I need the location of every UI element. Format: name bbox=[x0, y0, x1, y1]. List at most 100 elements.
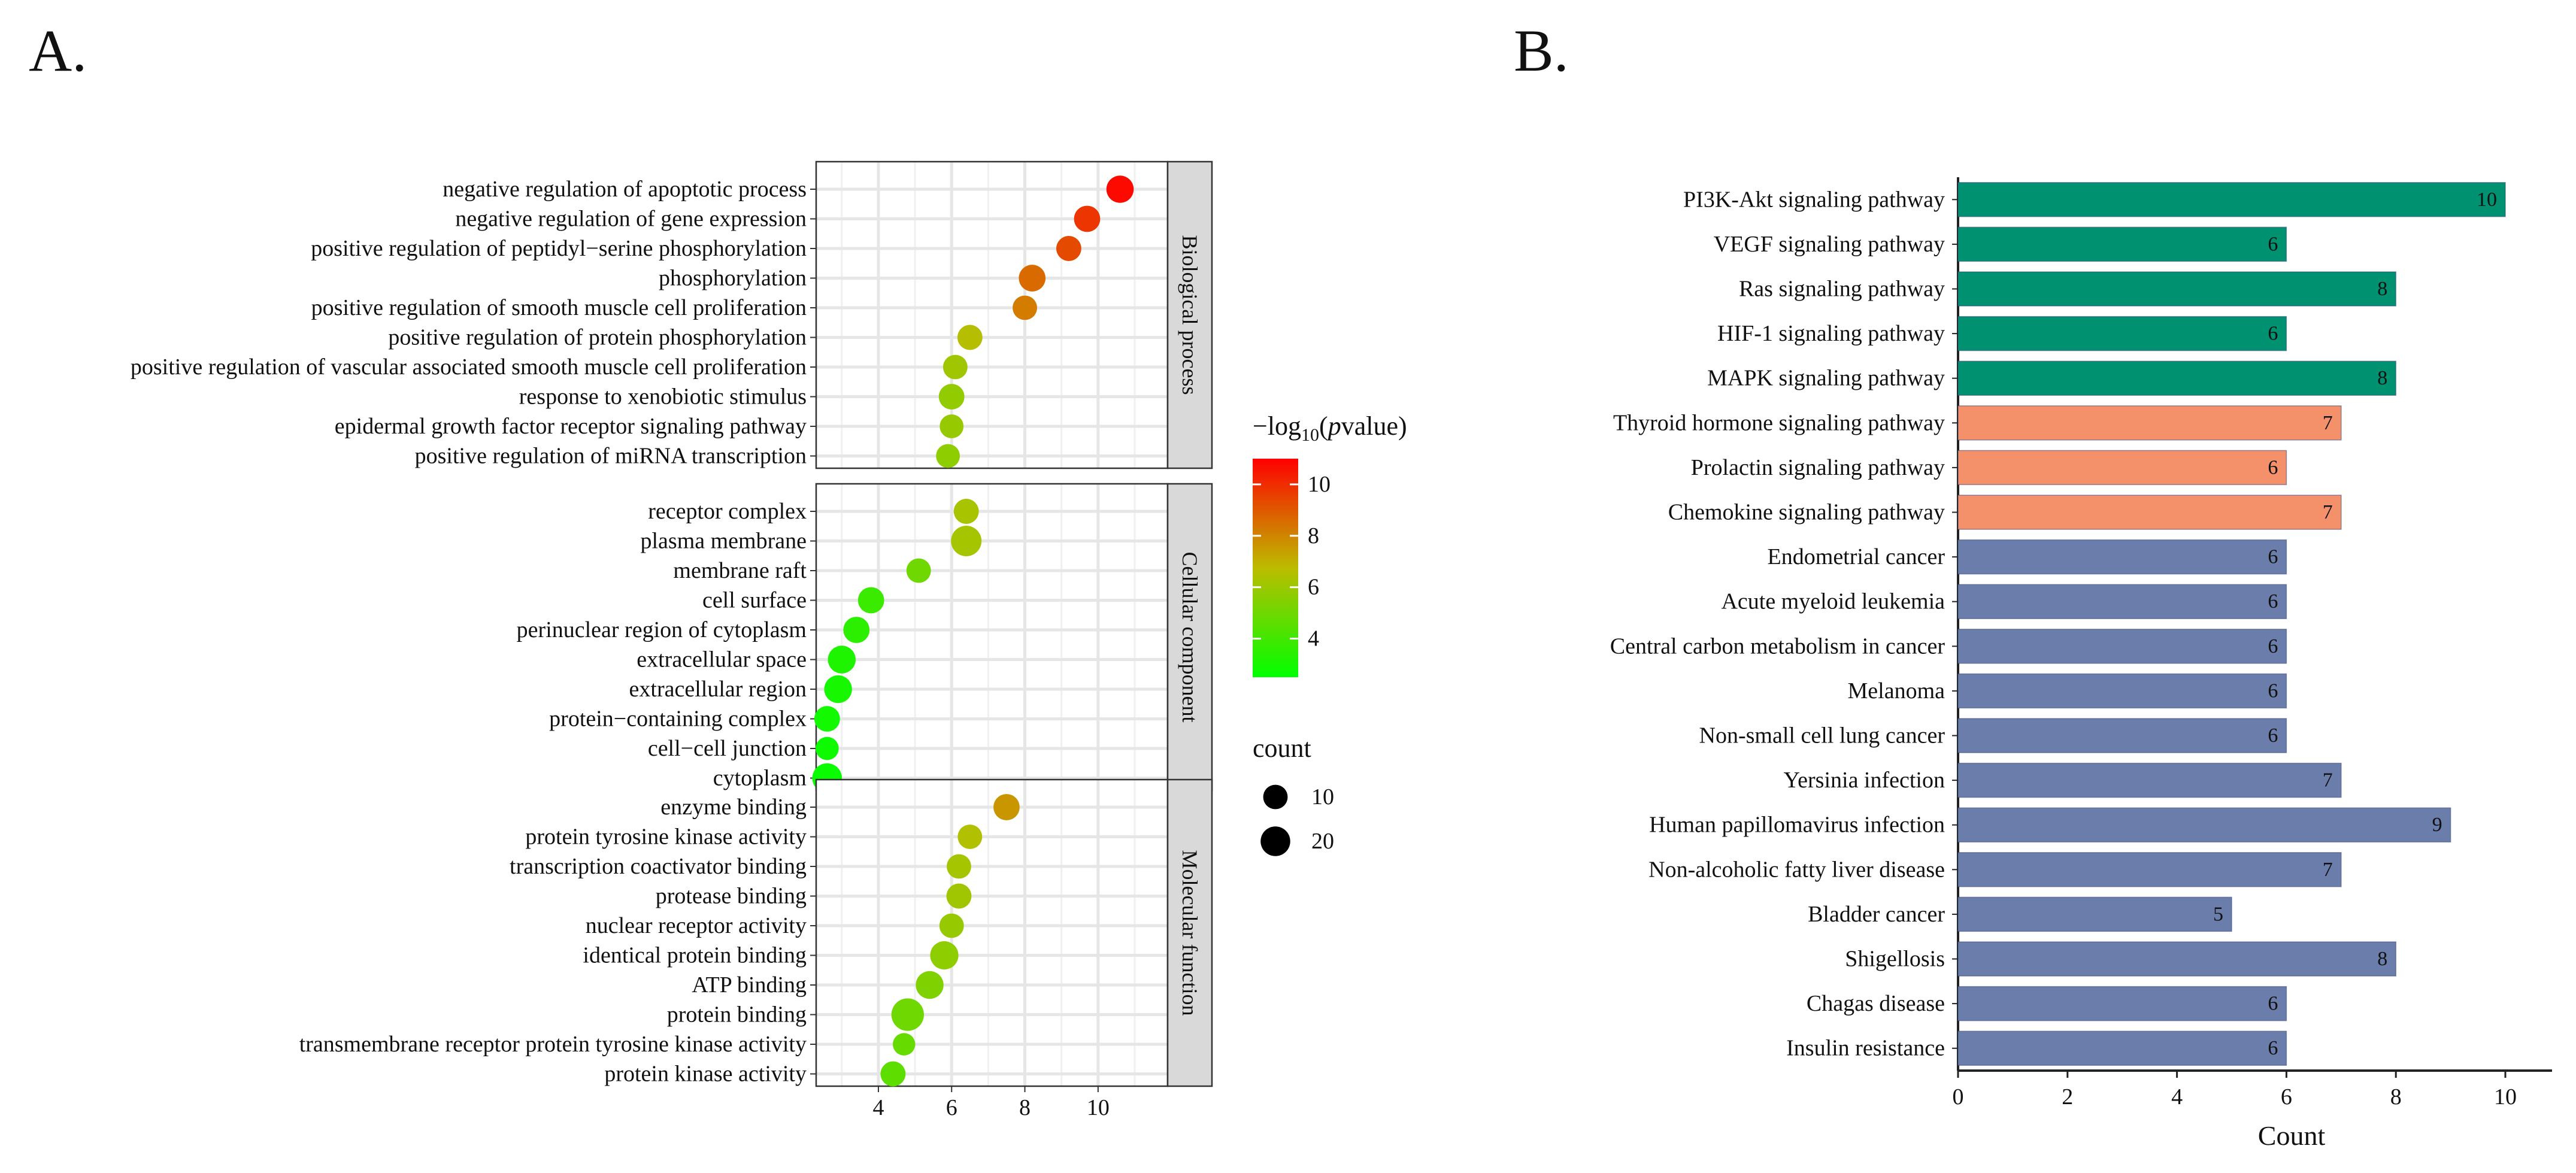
term-label: cytoplasm bbox=[713, 766, 807, 791]
size-legend-title: count bbox=[1253, 733, 1311, 763]
data-point bbox=[893, 1033, 916, 1056]
bar bbox=[1957, 718, 2287, 753]
color-legend-tick-label: 10 bbox=[1308, 472, 1331, 497]
term-label: positive regulation of smooth muscle cel… bbox=[311, 295, 807, 320]
term-label: positive regulation of protein phosphory… bbox=[388, 325, 807, 350]
data-point bbox=[1013, 295, 1037, 320]
bar-category-label: Bladder cancer bbox=[1808, 902, 1945, 927]
bar bbox=[1957, 807, 2451, 842]
bar-category-label: Chagas disease bbox=[1807, 991, 1945, 1016]
facet-panel-background bbox=[816, 483, 1168, 791]
bar-value-label: 8 bbox=[2377, 948, 2387, 970]
bar-category-label: Central carbon metabolism in cancer bbox=[1610, 634, 1945, 659]
bar-category-label: Yersinia infection bbox=[1784, 768, 1945, 793]
term-label: response to xenobiotic stimulus bbox=[519, 384, 807, 410]
bar-value-label: 7 bbox=[2323, 859, 2333, 881]
bar-category-label: Endometrial cancer bbox=[1768, 544, 1945, 569]
data-point bbox=[824, 675, 852, 704]
term-label: extracellular space bbox=[637, 647, 807, 672]
x-tick-label: 6 bbox=[2281, 1084, 2292, 1110]
data-point bbox=[816, 736, 839, 760]
bar-value-label: 6 bbox=[2268, 725, 2278, 747]
bar bbox=[1957, 405, 2342, 441]
data-point bbox=[947, 854, 971, 879]
term-label: membrane raft bbox=[673, 558, 807, 583]
facet-panel-background bbox=[816, 161, 1168, 469]
term-label: epidermal growth factor receptor signali… bbox=[335, 414, 807, 439]
term-label: negative regulation of apoptotic process bbox=[443, 177, 807, 202]
size-legend-label: 20 bbox=[1311, 829, 1334, 854]
bar bbox=[1957, 852, 2342, 887]
data-point bbox=[939, 913, 964, 938]
data-point bbox=[938, 384, 965, 410]
panel-label-a: A. bbox=[29, 17, 87, 84]
size-legend-key bbox=[1263, 784, 1288, 810]
x-tick-label: 8 bbox=[1019, 1095, 1031, 1120]
bar-value-label: 6 bbox=[2268, 546, 2278, 568]
bar-value-label: 7 bbox=[2323, 412, 2333, 434]
data-point bbox=[946, 883, 972, 909]
bar bbox=[1957, 941, 2396, 977]
bar-category-label: Non-alcoholic fatty liver disease bbox=[1648, 857, 1945, 882]
x-tick-label: 8 bbox=[2390, 1084, 2402, 1110]
bar bbox=[1957, 629, 2287, 664]
bar-category-label: Non-small cell lung cancer bbox=[1699, 723, 1945, 748]
legend-title-subscript: 10 bbox=[1301, 425, 1319, 445]
color-legend-tick-label: 6 bbox=[1308, 575, 1319, 600]
bar-value-label: 6 bbox=[2268, 590, 2278, 613]
bar bbox=[1957, 584, 2287, 619]
term-label: plasma membrane bbox=[640, 529, 807, 554]
x-tick-label: 0 bbox=[1953, 1084, 1964, 1110]
bar-value-label: 7 bbox=[2323, 501, 2333, 523]
facet-strip bbox=[1166, 160, 1213, 469]
color-legend-tick-label: 4 bbox=[1308, 626, 1319, 651]
bar-value-label: 7 bbox=[2323, 769, 2333, 792]
data-point bbox=[916, 971, 944, 999]
term-label: extracellular region bbox=[629, 677, 807, 702]
bar-category-label: HIF-1 signaling pathway bbox=[1717, 321, 1945, 346]
term-label: cell−cell junction bbox=[648, 736, 807, 761]
term-label: transmembrane receptor protein tyrosine … bbox=[299, 1032, 807, 1057]
panel-label-b: B. bbox=[1514, 17, 1569, 84]
bar-category-label: MAPK signaling pathway bbox=[1707, 366, 1945, 391]
term-label: protein tyrosine kinase activity bbox=[525, 825, 807, 850]
facet-strip-label: Cellular component bbox=[1178, 552, 1202, 723]
term-label: protein kinase activity bbox=[604, 1062, 807, 1087]
x-tick-label: 6 bbox=[946, 1095, 957, 1120]
bar-value-label: 6 bbox=[2268, 635, 2278, 657]
data-point bbox=[891, 998, 925, 1031]
bar-category-label: Chemokine signaling pathway bbox=[1668, 500, 1945, 525]
x-tick-label: 4 bbox=[872, 1095, 884, 1120]
facet-panel-background bbox=[816, 779, 1168, 1087]
data-point bbox=[930, 941, 959, 970]
facet-cellular-component: Cellular component receptor complex plasma… bbox=[517, 483, 1213, 793]
term-label: identical protein binding bbox=[583, 943, 807, 968]
bar-category-label: PI3K-Akt signaling pathway bbox=[1683, 187, 1945, 212]
term-label: positive regulation of peptidyl−serine p… bbox=[311, 236, 807, 261]
bar-category-label: Melanoma bbox=[1847, 678, 1945, 704]
bar bbox=[1957, 450, 2287, 486]
data-point bbox=[1056, 236, 1081, 261]
bar bbox=[1957, 896, 2232, 932]
data-point bbox=[1019, 265, 1046, 292]
facet-strip-label: Molecular function bbox=[1178, 850, 1202, 1016]
term-label: transcription coactivator binding bbox=[510, 854, 807, 879]
bar-value-label: 5 bbox=[2213, 903, 2223, 925]
bar-value-label: 6 bbox=[2268, 456, 2278, 478]
bar bbox=[1957, 673, 2287, 709]
term-label: cell surface bbox=[702, 588, 807, 613]
data-point bbox=[957, 825, 983, 849]
data-point bbox=[942, 354, 968, 380]
data-point bbox=[906, 558, 931, 583]
color-legend-bar bbox=[1253, 459, 1298, 677]
legend-title-part: value) bbox=[1341, 411, 1407, 441]
term-label: receptor complex bbox=[648, 499, 807, 524]
term-label: perinuclear region of cytoplasm bbox=[517, 617, 807, 642]
bar-category-label: Insulin resistance bbox=[1786, 1036, 1945, 1061]
data-point bbox=[814, 706, 840, 732]
x-tick-label: 2 bbox=[2062, 1084, 2073, 1110]
bar bbox=[1957, 226, 2287, 262]
bar bbox=[1957, 360, 2396, 396]
bar-value-label: 6 bbox=[2268, 323, 2278, 345]
bar bbox=[1957, 1030, 2287, 1066]
